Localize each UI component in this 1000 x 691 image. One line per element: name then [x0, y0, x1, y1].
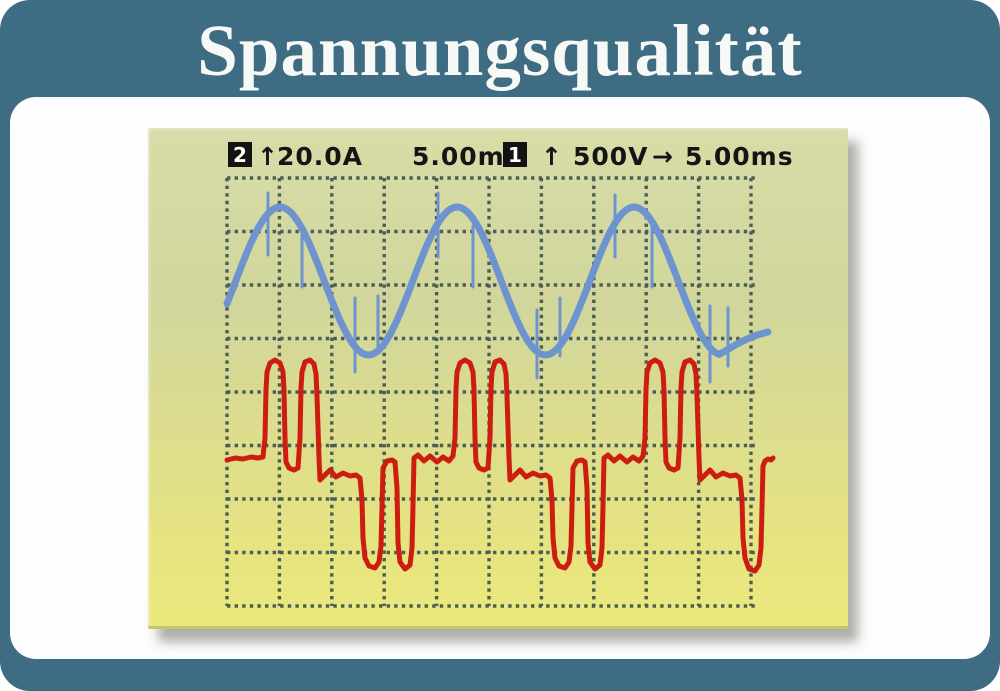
channel-1-badge: 1	[503, 142, 527, 167]
ch2-timebase-readout: 5.00ms	[412, 142, 521, 171]
waveform-display	[223, 176, 776, 608]
ch2-scale-readout: 20.0A	[277, 142, 364, 171]
ch1-timebase-readout: 5.00ms	[685, 142, 794, 171]
oscilloscope-screen: 2 ↑ 20.0A 5.00ms 1 ↑ 500V → 5.00ms	[148, 128, 848, 629]
channel-2-badge: 2	[228, 142, 252, 167]
page-title: Spannungsqualität	[197, 10, 803, 91]
ch2-up-arrow-icon: ↑	[257, 142, 279, 171]
ch1-right-arrow-icon: →	[652, 142, 674, 171]
ch1-scale-readout: 500V	[573, 142, 649, 171]
ch1-up-arrow-icon: ↑	[541, 142, 563, 171]
